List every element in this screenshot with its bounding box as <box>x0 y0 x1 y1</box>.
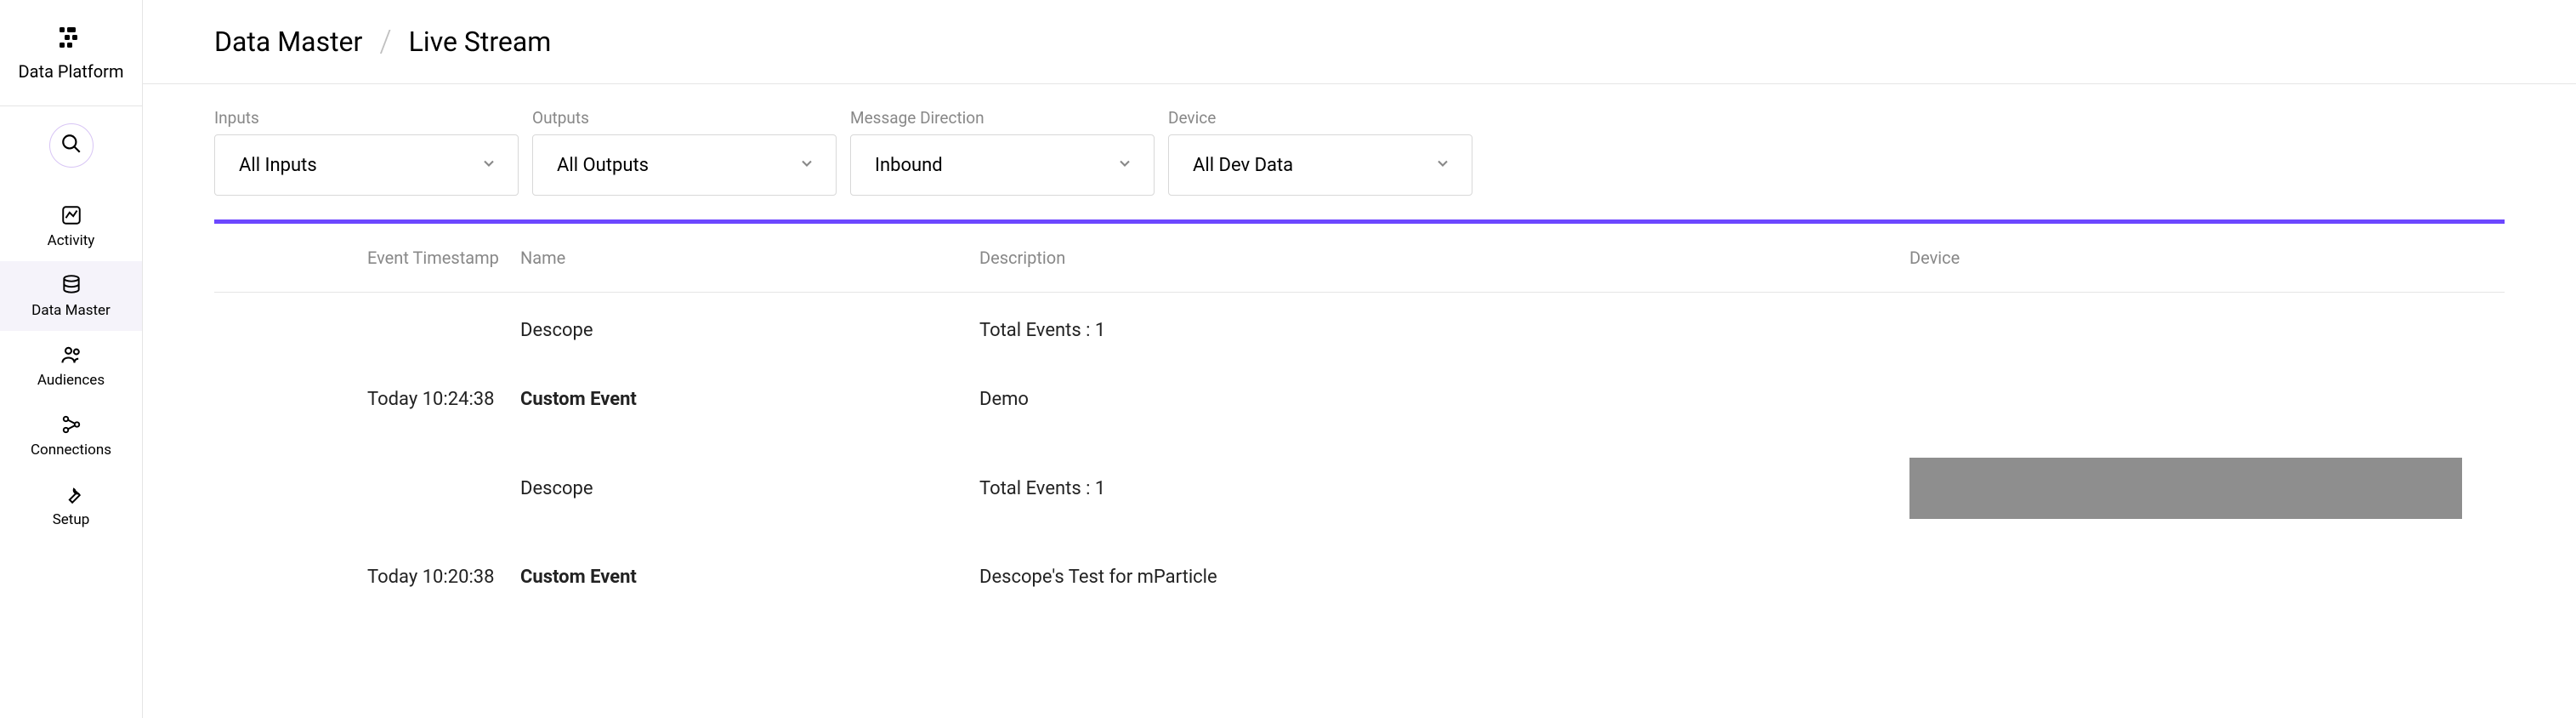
table-row[interactable]: Today 10:24:38Custom EventDemo <box>214 362 2505 430</box>
filter-outputs-group: Outputs All Outputs <box>532 108 837 196</box>
select-value: All Inputs <box>239 155 317 176</box>
filter-device-group: Device All Dev Data <box>1168 108 1472 196</box>
database-icon <box>60 273 83 297</box>
sidebar: Data Platform Activity Data Master <box>0 0 143 718</box>
filter-inputs-group: Inputs All Inputs <box>214 108 519 196</box>
cell-name: Descope <box>520 478 979 499</box>
table-row[interactable]: DescopeTotal Events : 1 <box>214 430 2505 539</box>
activity-icon <box>60 203 83 227</box>
filter-label: Message Direction <box>850 108 1155 128</box>
chevron-down-icon <box>798 155 815 175</box>
events-table: Event Timestamp Name Description Device … <box>214 224 2505 608</box>
sidebar-item-audiences[interactable]: Audiences <box>0 331 142 401</box>
cell-device <box>1909 458 2505 519</box>
cell-name: Custom Event <box>520 567 979 588</box>
brand-logo-icon <box>54 20 88 54</box>
table-row[interactable]: Today 10:20:38Custom EventDescope's Test… <box>214 539 2505 608</box>
filter-label: Inputs <box>214 108 519 128</box>
sidebar-item-label: Setup <box>53 511 90 528</box>
cell-timestamp: Today 10:24:38 <box>214 389 520 410</box>
chevron-down-icon <box>480 155 497 175</box>
outputs-select[interactable]: All Outputs <box>532 134 837 196</box>
table-body: DescopeTotal Events : 1Today 10:24:38Cus… <box>214 293 2505 608</box>
select-value: All Outputs <box>557 155 649 176</box>
filter-direction-group: Message Direction Inbound <box>850 108 1155 196</box>
table-row[interactable]: DescopeTotal Events : 1 <box>214 293 2505 362</box>
cell-description: Demo <box>979 389 1909 410</box>
inputs-select[interactable]: All Inputs <box>214 134 519 196</box>
select-value: Inbound <box>875 155 943 176</box>
cell-description: Total Events : 1 <box>979 478 1909 499</box>
chevron-down-icon <box>1434 155 1451 175</box>
table-header: Event Timestamp Name Description Device <box>214 224 2505 293</box>
connections-icon <box>60 413 83 436</box>
col-header-description: Description <box>979 248 1909 268</box>
users-icon <box>60 343 83 367</box>
col-header-device: Device <box>1909 248 2505 268</box>
sidebar-item-activity[interactable]: Activity <box>0 191 142 261</box>
breadcrumb-page: Live Stream <box>409 26 552 58</box>
cell-description: Total Events : 1 <box>979 320 1909 341</box>
direction-select[interactable]: Inbound <box>850 134 1155 196</box>
brand-label: Data Platform <box>19 61 124 82</box>
cell-timestamp: Today 10:20:38 <box>214 567 520 588</box>
breadcrumb: Data Master / Live Stream <box>143 0 2576 84</box>
chevron-down-icon <box>1116 155 1133 175</box>
sidebar-item-label: Activity <box>48 232 95 249</box>
search-button[interactable] <box>49 123 94 168</box>
sidebar-item-setup[interactable]: Setup <box>0 470 142 540</box>
search-icon <box>60 133 82 158</box>
brand-block: Data Platform <box>19 20 124 82</box>
sidebar-item-data-master[interactable]: Data Master <box>0 261 142 331</box>
col-header-name: Name <box>520 248 979 268</box>
sidebar-item-label: Connections <box>31 442 111 459</box>
main-content: Data Master / Live Stream Inputs All Inp… <box>143 0 2576 718</box>
sidebar-item-connections[interactable]: Connections <box>0 401 142 470</box>
breadcrumb-separator: / <box>379 24 391 60</box>
sidebar-divider <box>0 105 142 106</box>
filter-label: Outputs <box>532 108 837 128</box>
sidebar-item-label: Audiences <box>37 372 105 389</box>
wrench-icon <box>60 482 83 506</box>
sidebar-item-label: Data Master <box>31 302 111 319</box>
cell-description: Descope's Test for mParticle <box>979 567 1909 588</box>
filter-bar: Inputs All Inputs Outputs All Outputs Me… <box>143 84 2576 211</box>
select-value: All Dev Data <box>1193 155 1293 176</box>
device-select[interactable]: All Dev Data <box>1168 134 1472 196</box>
col-header-timestamp: Event Timestamp <box>214 248 520 268</box>
masked-device-block <box>1909 458 2462 519</box>
cell-name: Custom Event <box>520 389 979 410</box>
cell-name: Descope <box>520 320 979 341</box>
filter-label: Device <box>1168 108 1472 128</box>
breadcrumb-root[interactable]: Data Master <box>214 26 362 58</box>
